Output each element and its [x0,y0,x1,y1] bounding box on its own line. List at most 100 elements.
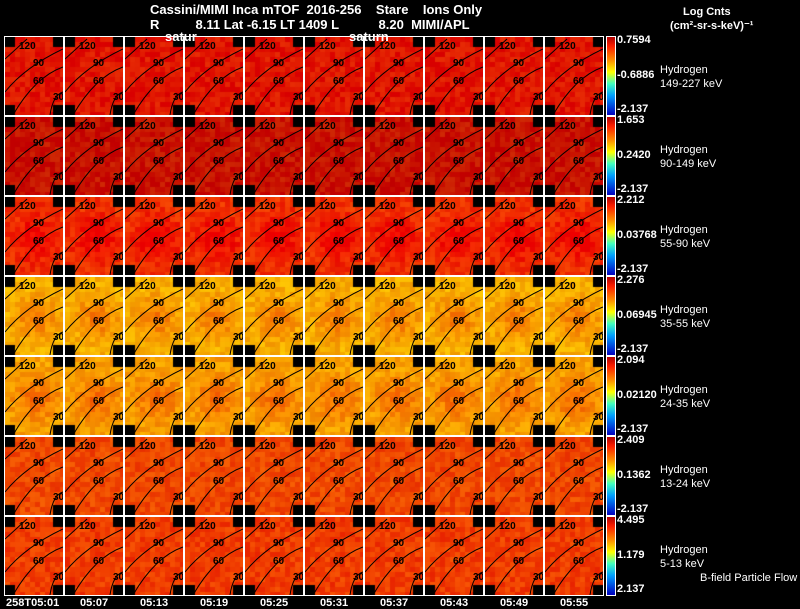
contour-line [305,118,328,140]
contour-label: 120 [319,441,336,452]
contour-line [545,528,603,573]
contour-lines: 120 90 60 30 [305,198,363,275]
contour-line [469,91,483,115]
contour-line [589,571,603,595]
contour-line [109,411,123,435]
contour-lines: 120 90 60 30 [185,118,243,195]
contour-label: 60 [393,236,405,247]
row-energy-label: 90-149 keV [660,158,717,170]
contour-line [305,38,328,60]
contour-label: 120 [559,121,576,132]
contour-label: 60 [93,236,105,247]
contour-label: 30 [473,92,483,103]
contour-line [49,571,63,595]
contour-label: 120 [199,121,216,132]
contour-label: 30 [533,492,543,503]
contour-label: 120 [79,441,96,452]
contour-line [5,38,28,60]
heatmap-panel: 120 90 60 30 [304,436,364,516]
row-species-label: Hydrogen [660,224,708,236]
contour-label: 120 [19,41,36,52]
heatmap-panel: 120 90 60 30 [64,36,124,116]
contour-line [305,438,328,460]
contour-line [485,438,508,460]
contour-label: 30 [233,492,243,503]
time-tick-label: 05:43 [440,597,469,609]
contour-label: 30 [113,572,123,583]
contour-lines: 120 90 60 30 [425,38,483,115]
contour-line [49,171,63,195]
contour-label: 90 [453,458,465,469]
contour-label: 120 [439,441,456,452]
contour-line [545,208,603,253]
contour-line [12,66,63,115]
contour-line [49,411,63,435]
contour-line [169,331,183,355]
contour-line [305,278,328,300]
contour-label: 60 [453,476,465,487]
contour-label: 60 [393,396,405,407]
contour-line [245,128,303,173]
contour-line [65,288,123,333]
heatmap-panel: 120 90 60 30 [544,276,604,356]
contour-label: 30 [233,332,243,343]
contour-label: 90 [513,538,525,549]
contour-line [372,386,423,435]
contour-label: 90 [213,298,225,309]
contour-label: 30 [53,252,63,263]
time-tick-label: 05:19 [200,597,229,609]
contour-line [185,528,243,573]
contour-line [305,518,328,540]
contour-line [485,198,508,220]
heatmap-panel: 120 90 60 30 [544,196,604,276]
contour-line [485,278,508,300]
contour-lines: 120 90 60 30 [305,518,363,595]
contour-lines: 120 90 60 30 [125,198,183,275]
contour-label: 60 [453,316,465,327]
contour-label: 60 [393,76,405,87]
heatmap-panel: 120 90 60 30 [124,36,184,116]
row-energy-label: 35-55 keV [660,318,711,330]
colorbar-min-label: -2.137 [617,423,649,435]
contour-line [252,306,303,355]
contour-line [545,118,568,140]
heatmap-panel: 120 90 60 30 [64,116,124,196]
contour-lines: 120 90 60 30 [5,118,63,195]
contour-label: 90 [93,218,105,229]
contour-line [169,491,183,515]
contour-line [529,411,543,435]
contour-line [109,491,123,515]
contour-lines: 120 90 60 30 [365,118,423,195]
contour-line [312,386,363,435]
contour-label: 120 [559,281,576,292]
contour-line [185,448,243,493]
contour-line [365,128,423,173]
contour-label: 30 [293,92,303,103]
contour-line [469,571,483,595]
contour-label: 30 [593,252,603,263]
contour-label: 120 [199,441,216,452]
contour-label: 60 [393,556,405,567]
contour-lines: 120 90 60 30 [545,438,603,515]
contour-line [132,306,183,355]
contour-line [229,91,243,115]
contour-label: 90 [333,538,345,549]
contour-label: 60 [33,76,45,87]
contour-line [425,528,483,573]
contour-label: 90 [273,458,285,469]
heatmap-panel: 120 90 60 30 [364,356,424,436]
time-tick-label: 05:25 [260,597,289,609]
contour-label: 120 [439,361,456,372]
contour-lines: 120 90 60 30 [65,438,123,515]
heatmap-panel: 120 90 60 30 [304,276,364,356]
contour-lines: 120 90 60 30 [5,198,63,275]
contour-label: 120 [559,441,576,452]
contour-label: 90 [153,378,165,389]
contour-lines: 120 90 60 30 [365,358,423,435]
heatmap-panel: 120 90 60 30 [184,196,244,276]
contour-label: 30 [593,572,603,583]
contour-line [312,306,363,355]
contour-lines: 120 90 60 30 [65,198,123,275]
time-tick-label: 05:07 [80,597,109,609]
